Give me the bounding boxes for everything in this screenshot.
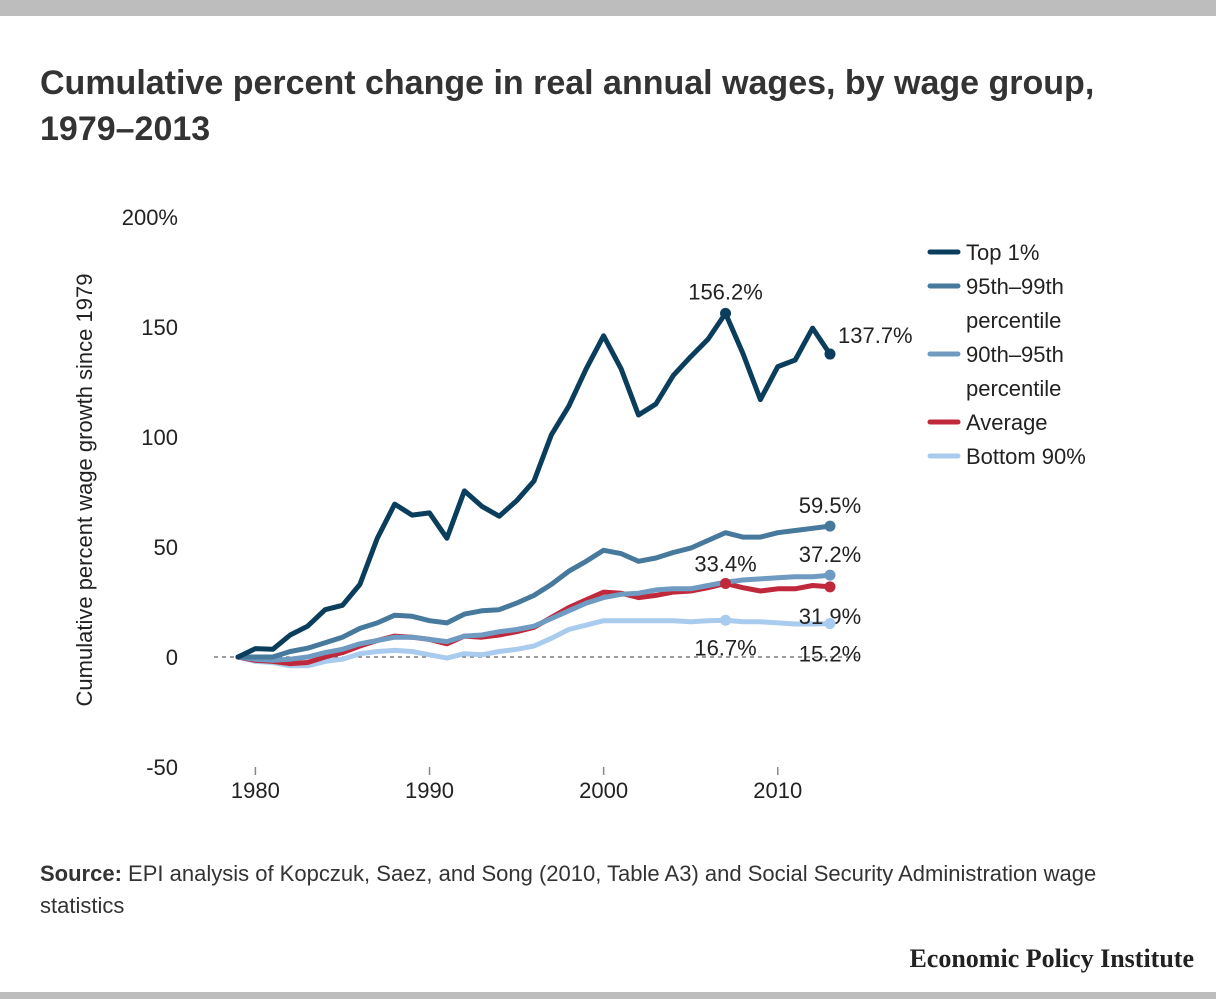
legend: Top 1% 95th–99th percentile 90th–95th percen… xyxy=(927,240,1086,469)
data-label: 15.2% xyxy=(799,642,861,667)
y-tick-label: -50 xyxy=(146,755,178,780)
y-axis-label: Cumulative percent wage growth since 197… xyxy=(72,274,97,707)
legend-label: percentile xyxy=(966,308,1061,333)
legend-label: 95th–99th xyxy=(966,274,1064,299)
source-text: EPI analysis of Kopczuk, Saez, and Song … xyxy=(40,861,1097,918)
x-tick-label: 2010 xyxy=(753,778,802,803)
top-border-bar xyxy=(0,0,1216,16)
series-line-top-1- xyxy=(235,310,833,660)
chart-title: Cumulative percent change in real annual… xyxy=(40,64,1095,148)
data-label: 59.5% xyxy=(799,493,861,518)
axes-layer: -50 0 50 100 150 200% Cumulative percent wage … xyxy=(72,205,860,803)
data-point-marker xyxy=(720,578,732,590)
y-tick-label: 150 xyxy=(141,315,178,340)
data-label: 37.2% xyxy=(799,542,861,567)
data-label: 16.7% xyxy=(694,635,756,660)
data-label: 156.2% xyxy=(688,279,763,304)
x-tick-label: 2000 xyxy=(579,778,628,803)
data-label: 137.7% xyxy=(838,323,913,348)
data-point-marker xyxy=(824,581,836,593)
series-line-bottom-90- xyxy=(235,617,833,669)
legend-label: Top 1% xyxy=(966,240,1039,265)
legend-label: percentile xyxy=(966,376,1061,401)
data-point-marker xyxy=(720,307,732,319)
data-label: 33.4% xyxy=(694,552,756,577)
bottom-border-bar xyxy=(0,992,1216,999)
legend-label: Average xyxy=(966,410,1048,435)
data-point-marker xyxy=(824,569,836,581)
legend-label: 90th–95th xyxy=(966,342,1064,367)
series-line-90th-95th-percentile xyxy=(235,572,833,663)
source-label: Source: xyxy=(40,861,122,886)
series-lines-layer xyxy=(235,310,833,669)
y-tick-label: 0 xyxy=(166,645,178,670)
data-point-marker xyxy=(824,348,836,360)
y-tick-label: 100 xyxy=(141,425,178,450)
y-tick-label: 200% xyxy=(122,205,178,230)
legend-label: Bottom 90% xyxy=(966,444,1086,469)
data-labels-layer: 156.2%137.7%59.5%37.2%33.4%31.9%16.7% 15.… xyxy=(688,279,912,666)
x-tick-label: 1990 xyxy=(405,778,454,803)
brand-logo-text: Economic Policy Institute xyxy=(909,944,1194,973)
data-point-marker xyxy=(824,618,836,630)
y-tick-label: 50 xyxy=(154,535,178,560)
data-point-marker xyxy=(720,614,732,626)
source-note: Source: EPI analysis of Kopczuk, Saez, a… xyxy=(40,858,1180,922)
data-point-marker xyxy=(824,520,836,532)
x-tick-label: 1980 xyxy=(231,778,280,803)
series-line-95th-99th-percentile xyxy=(235,523,833,660)
